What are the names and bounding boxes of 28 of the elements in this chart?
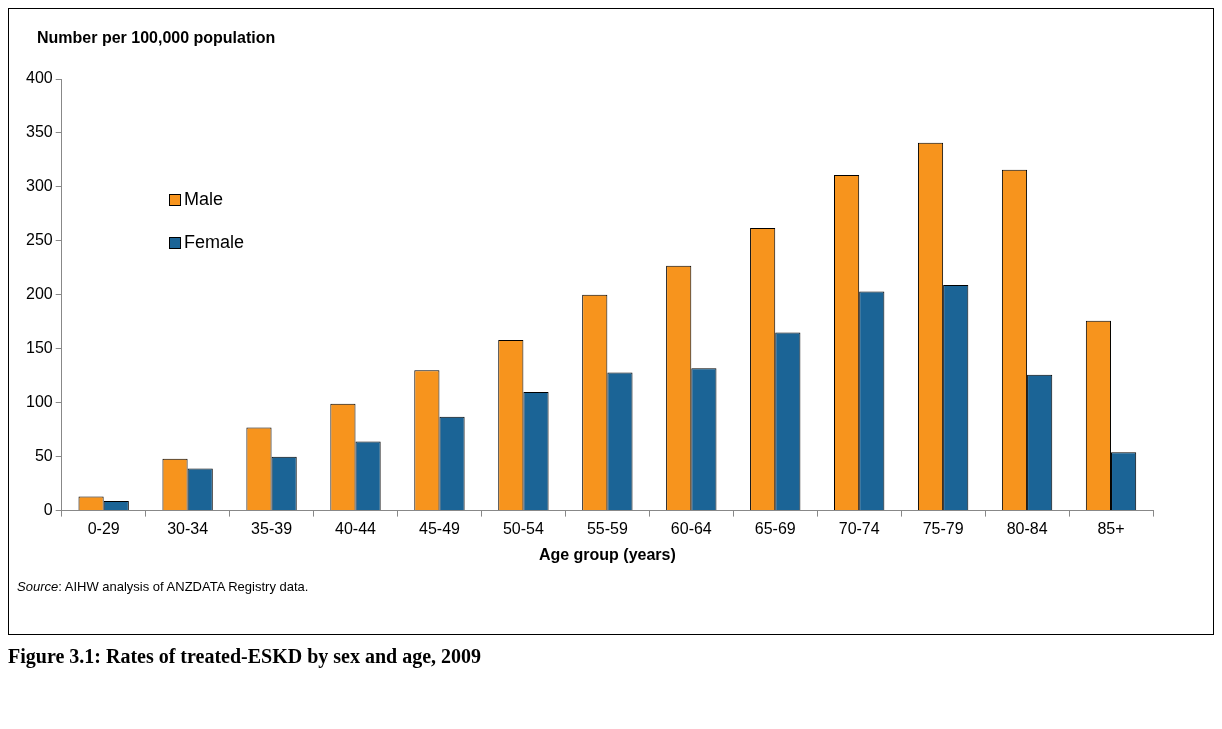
x-tick-label: 75-79: [922, 519, 964, 537]
y-tick-label: 50: [34, 447, 53, 465]
x-tick-label: 30-34: [167, 519, 209, 537]
x-axis-title: Age group (years): [538, 545, 676, 563]
x-tick-label: 0-29: [87, 519, 120, 537]
x-tick-label: 40-44: [335, 519, 377, 537]
legend-label: Male: [184, 189, 224, 210]
y-tick-label: 200: [25, 285, 53, 303]
source-note: Source: AIHW analysis of ANZDATA Registry data.: [17, 579, 309, 594]
y-axis-title: Number per 100,000 population: [37, 29, 276, 47]
text: Figure 3.1: Rates of treated-ESKD by sex and age, 2009: [8, 645, 483, 668]
x-tick-label: 45-49: [418, 519, 461, 537]
x-tick-label: 65-69: [754, 519, 796, 537]
x-tick-label: 60-64: [670, 519, 712, 537]
y-tick-label: 250: [25, 231, 53, 249]
y-tick-label: 350: [25, 123, 53, 141]
x-tick-label: 80-84: [1006, 519, 1048, 537]
y-tick-label: 0: [43, 501, 53, 519]
x-tick-label: 70-74: [838, 519, 880, 537]
x-tick-label: 55-59: [586, 519, 628, 537]
y-tick-label: 150: [25, 339, 53, 357]
legend-label: Female: [184, 232, 245, 253]
y-tick-label: 400: [25, 69, 53, 87]
y-tick-label: 100: [25, 393, 53, 411]
y-tick-label: 300: [25, 177, 53, 195]
x-tick-label: 85+: [1097, 519, 1125, 537]
x-tick-label: 50-54: [502, 519, 544, 537]
x-tick-label: 35-39: [251, 519, 293, 537]
